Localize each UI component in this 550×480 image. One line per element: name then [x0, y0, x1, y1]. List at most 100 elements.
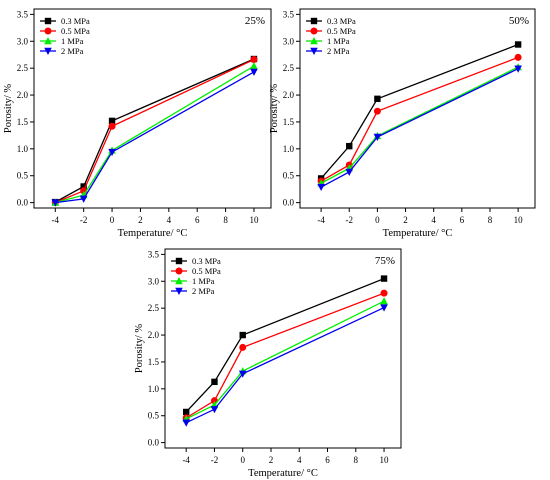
data-point-1 — [108, 122, 116, 130]
panel-label: 75% — [375, 255, 395, 267]
data-point-2 — [250, 62, 258, 70]
x-tick-label: 2 — [138, 215, 143, 225]
x-tick-label: 8 — [488, 215, 493, 225]
x-tick-label: 8 — [354, 455, 359, 465]
x-tick-label: -2 — [80, 215, 88, 225]
x-tick-label: 2 — [269, 455, 274, 465]
y-tick-label: 3.0 — [17, 36, 29, 46]
x-tick-label: -2 — [346, 215, 354, 225]
y-tick-label: 1.5 — [283, 117, 295, 127]
data-point-3 — [51, 199, 60, 207]
y-tick-label: 1.0 — [17, 144, 29, 154]
legend-marker — [44, 47, 52, 55]
data-point-0 — [346, 142, 353, 150]
series-line-2 — [320, 66, 519, 184]
y-tick-label: 3.0 — [283, 36, 295, 46]
x-tick-label: 2 — [403, 215, 408, 225]
x-tick-label: 6 — [195, 215, 200, 225]
data-point-1 — [373, 107, 381, 115]
x-tick-label: 0 — [375, 215, 380, 225]
data-point-0 — [374, 95, 381, 103]
legend-marker — [44, 27, 52, 35]
data-point-3 — [345, 168, 354, 176]
y-axis-title: Porosity/ % — [134, 324, 145, 374]
series-line-1 — [185, 292, 385, 419]
data-point-0 — [514, 41, 522, 48]
y-tick-label: 0.5 — [148, 411, 160, 421]
legend-label: 0.3 MPa — [327, 16, 356, 26]
data-point-0 — [80, 183, 87, 190]
x-tick-label: 4 — [431, 215, 436, 225]
x-axis-title: Temperature/ °C — [383, 228, 453, 239]
y-tick-label: 2.5 — [148, 303, 160, 313]
series-line-3 — [320, 68, 519, 188]
chart-panel-1: -4 -2 0 2 4 6 8 10 0.0 0.5 1.0 1.5 2.0 2.5 3.0 3.5 Tempe… — [269, 8, 536, 239]
y-tick-label: 3.5 — [17, 9, 29, 19]
data-point-3 — [373, 133, 382, 142]
data-point-0 — [239, 331, 246, 339]
legend-label: 0.3 MPa — [192, 256, 221, 266]
series-line-0 — [185, 277, 385, 413]
x-tick-label: 0 — [110, 215, 115, 225]
y-tick-label: 2.5 — [283, 63, 295, 73]
y-axis-title: Porosity/ % — [269, 84, 280, 134]
series-line-1 — [55, 58, 255, 204]
data-point-1 — [514, 53, 522, 61]
panel-label: 25% — [245, 15, 265, 27]
x-tick-label: -2 — [211, 455, 219, 465]
series-line-2 — [55, 65, 255, 204]
data-point-0 — [380, 275, 388, 282]
x-tick-label: 8 — [223, 215, 228, 225]
data-point-2 — [380, 297, 388, 305]
y-tick-label: 1.0 — [283, 144, 295, 154]
data-point-0 — [182, 408, 190, 416]
legend-label: 1 MPa — [61, 36, 84, 46]
legend-marker — [175, 277, 183, 285]
legend-label: 2 MPa — [192, 286, 215, 296]
legend-label: 0.3 MPa — [61, 16, 90, 26]
legend-marker — [310, 37, 318, 45]
data-point-0 — [211, 378, 218, 386]
legend-label: 1 MPa — [327, 36, 350, 46]
legend-marker — [310, 27, 318, 35]
data-point-3 — [317, 183, 325, 192]
legend-marker — [175, 267, 183, 275]
y-tick-label: 0.0 — [17, 198, 29, 208]
x-tick-label: 4 — [167, 215, 172, 225]
series-line-2 — [185, 300, 385, 420]
x-tick-label: -4 — [317, 215, 325, 225]
x-tick-label: 4 — [297, 455, 302, 465]
y-tick-label: 0.5 — [17, 171, 29, 181]
x-tick-label: 0 — [240, 455, 245, 465]
chart-panel-2: -4 -2 0 2 4 6 8 10 0.0 0.5 1.0 1.5 2.0 2.5 3.0 3.5 Tempe… — [134, 248, 402, 479]
y-tick-label: 2.0 — [283, 90, 295, 100]
data-point-3 — [250, 68, 258, 76]
y-tick-label: 0.0 — [148, 438, 160, 448]
legend-marker — [310, 47, 318, 55]
data-point-3 — [108, 148, 116, 157]
x-axis-title: Temperature/ °C — [118, 228, 188, 239]
legend-label: 1 MPa — [192, 276, 215, 286]
x-tick-label: 6 — [460, 215, 465, 225]
plot-frame — [299, 8, 536, 209]
data-point-3 — [380, 304, 388, 312]
legend-label: 2 MPa — [61, 46, 84, 56]
x-tick-label: 10 — [514, 215, 524, 225]
x-tick-label: 10 — [380, 455, 390, 465]
data-point-3 — [238, 370, 247, 378]
plot-frame — [164, 248, 402, 449]
data-point-0 — [108, 117, 116, 125]
y-tick-label: 3.5 — [148, 249, 160, 259]
data-point-3 — [79, 195, 88, 203]
data-point-1 — [239, 343, 247, 351]
legend-marker — [44, 37, 52, 45]
chart-panel-0: -4 -2 0 2 4 6 8 10 0.0 0.5 1.0 1.5 2.0 2.5 3.0 3.5 Tempe… — [3, 8, 272, 239]
legend-label: 0.5 MPa — [327, 26, 356, 36]
plot-frame — [33, 8, 272, 209]
series-line-0 — [320, 43, 519, 179]
y-tick-label: 2.0 — [17, 90, 29, 100]
y-tick-label: 1.0 — [148, 384, 160, 394]
data-point-3 — [210, 406, 219, 414]
